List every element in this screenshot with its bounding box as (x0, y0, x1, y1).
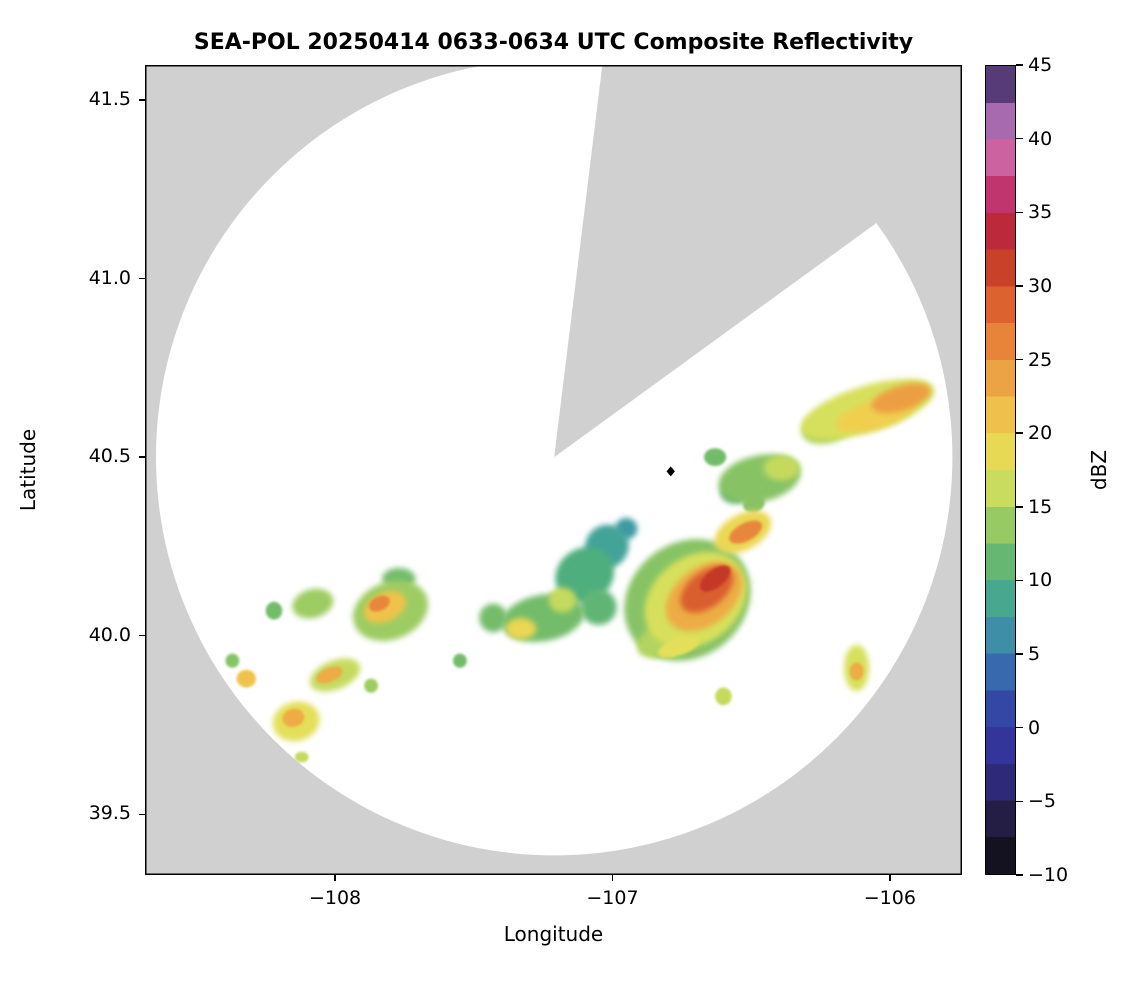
x-tick-label: −108 (308, 887, 362, 909)
colorbar-label: dBZ (1087, 449, 1111, 491)
plot-border (145, 65, 962, 875)
echo-cell (555, 546, 615, 604)
colorbar-tick-mark (1016, 800, 1023, 803)
colorbar-tick-label: −5 (1028, 790, 1057, 813)
echo-cell (368, 595, 390, 612)
y-tick-label: 41.5 (88, 88, 131, 110)
y-tick-label: 41.0 (88, 266, 131, 289)
echo-cell (479, 603, 508, 633)
echo-cell (871, 383, 931, 414)
y-tick-mark (139, 277, 145, 280)
echo-cell (715, 687, 732, 706)
echo-cell (699, 565, 731, 592)
echo-cell (316, 666, 343, 684)
colorbar-tick-mark (1016, 285, 1023, 287)
colorbar-tick-label: 35 (1028, 201, 1053, 224)
echo-cell (453, 653, 467, 668)
echo-cell (657, 635, 701, 658)
echo-cell (294, 751, 309, 763)
site-marker-diamond (666, 466, 675, 477)
y-axis-label: Latitude (16, 428, 40, 512)
colorbar-tick-label: 25 (1028, 348, 1053, 371)
colorbar-tick-label: 20 (1028, 422, 1053, 445)
colorbar-tick-mark (1016, 211, 1023, 214)
colorbar-tick-label: 5 (1028, 643, 1041, 666)
echo-cell (292, 588, 334, 619)
colorbar-tick-mark (1016, 726, 1023, 729)
y-tick-label: 40.0 (88, 623, 131, 646)
y-tick-label: 39.5 (88, 802, 131, 825)
colorbar-tick-label: 0 (1028, 716, 1041, 739)
y-tick-mark (139, 813, 145, 816)
colorbar-tick-mark (1016, 579, 1023, 582)
y-tick-mark (139, 456, 145, 458)
echo-cell (225, 653, 240, 668)
echo-cell (364, 678, 378, 693)
echo-cell (548, 587, 577, 613)
blanked-sector (554, 65, 957, 458)
echo-cell (505, 617, 537, 640)
colorbar (985, 65, 1016, 875)
echo-cell (282, 708, 305, 727)
radar-scene (145, 65, 962, 875)
colorbar-tick-label: 15 (1028, 495, 1053, 518)
y-tick-mark (139, 634, 145, 637)
plot-area (145, 65, 962, 875)
colorbar-tick-label: 30 (1028, 274, 1053, 297)
colorbar-tick-mark (1016, 653, 1023, 655)
x-tick-mark (334, 875, 336, 881)
x-axis-label: Longitude (503, 922, 604, 946)
colorbar-tick-mark (1016, 358, 1023, 361)
x-tick-mark (611, 875, 614, 881)
chart-title: SEA-POL 20250414 0633-0634 UTC Composite… (193, 30, 914, 55)
y-tick-mark (139, 99, 145, 101)
colorbar-tick-mark (1016, 137, 1023, 140)
colorbar-tick-label: 45 (1028, 54, 1053, 76)
colorbar-tick-mark (1016, 432, 1023, 434)
echo-cell (743, 494, 765, 513)
y-tick-label: 40.5 (88, 445, 131, 468)
echo-cell (704, 448, 727, 466)
colorbar-tick-mark (1016, 64, 1023, 66)
reflectivity-echoes (225, 378, 935, 763)
x-tick-label: −106 (863, 887, 916, 909)
echo-cell (729, 520, 763, 544)
colorbar-tick-mark (1016, 506, 1023, 508)
x-tick-label: −107 (586, 887, 639, 909)
echo-cell (580, 589, 617, 625)
echo-cell (849, 662, 864, 681)
colorbar-tick-label: −10 (1028, 864, 1069, 886)
x-tick-mark (889, 875, 891, 881)
colorbar-tick-mark (1016, 874, 1023, 876)
echo-cell (236, 669, 256, 688)
echo-cell (763, 455, 800, 481)
colorbar-tick-label: 40 (1028, 127, 1053, 150)
colorbar-tick-label: 10 (1028, 569, 1053, 592)
echo-cell (265, 601, 283, 620)
